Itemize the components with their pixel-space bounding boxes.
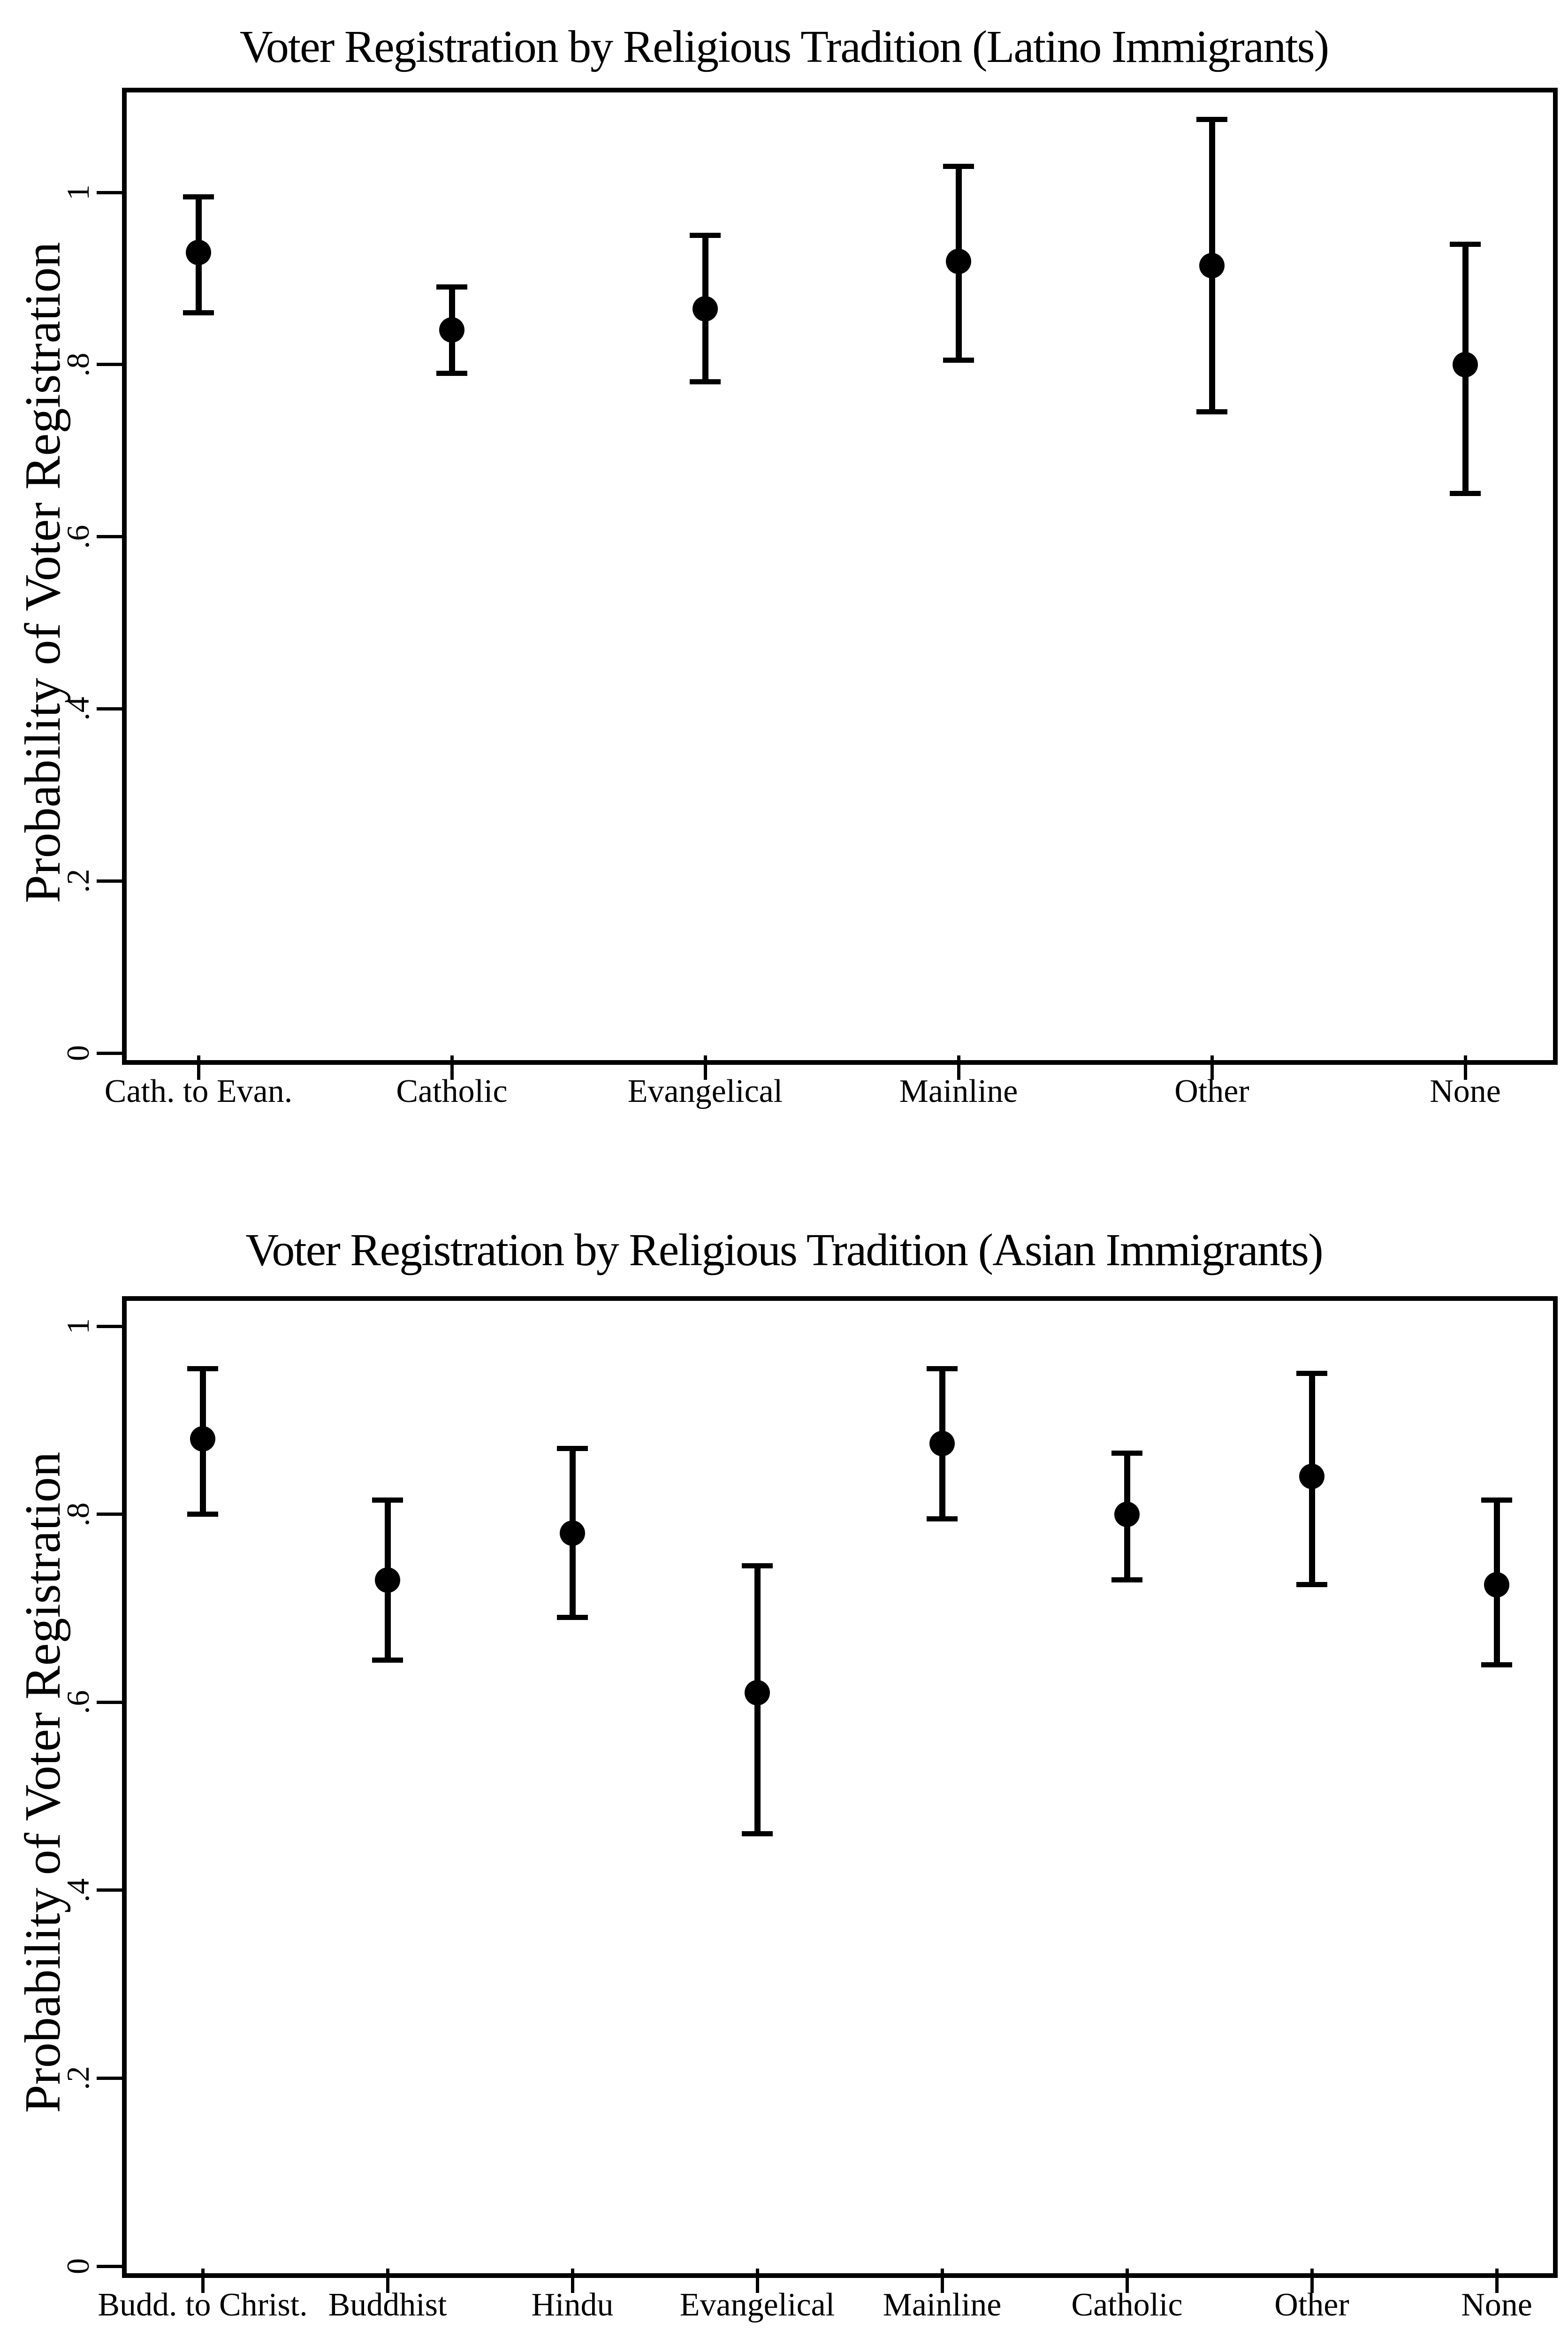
x-axis-tick	[197, 1055, 200, 1080]
x-tick-label: Catholic	[396, 1073, 508, 1109]
ci-cap-bottom	[943, 358, 974, 363]
ci-cap-top	[927, 1366, 958, 1371]
y-axis-tick	[97, 707, 122, 711]
ci-cap-bottom	[1450, 491, 1481, 497]
ci-cap-bottom	[372, 1657, 403, 1663]
ci-cap-bottom	[436, 370, 467, 376]
x-axis-tick	[755, 2269, 759, 2293]
x-tick-label: Other	[1274, 2287, 1349, 2323]
x-tick-label: Mainline	[883, 2287, 1002, 2323]
chart-title: Voter Registration by Religious Traditio…	[239, 22, 1330, 72]
point-estimate-dot	[946, 248, 971, 274]
x-tick-label: Evangelical	[627, 1073, 783, 1109]
ci-cap-top	[690, 233, 721, 238]
x-tick-label: Other	[1174, 1073, 1249, 1109]
point-estimate-dot	[190, 1426, 215, 1452]
y-axis-tick	[97, 2264, 122, 2268]
y-axis-tick	[97, 535, 122, 539]
y-tick-label: .8	[60, 352, 96, 377]
point-estimate-dot	[929, 1431, 955, 1457]
y-tick-label: .2	[60, 2066, 96, 2090]
asian-immigrants-chart: Voter Registration by Religious Traditio…	[0, 1150, 1568, 2338]
x-axis-tick	[1463, 1055, 1467, 1080]
point-estimate-dot	[560, 1520, 585, 1546]
point-estimate-dot	[693, 296, 718, 321]
point-estimate-dot	[1114, 1501, 1140, 1527]
point-estimate-dot	[439, 317, 464, 343]
chart-title: Voter Registration by Religious Traditio…	[245, 1225, 1323, 1276]
y-axis-tick	[97, 1513, 122, 1516]
ci-cap-bottom	[187, 1512, 218, 1517]
y-axis-tick	[97, 1324, 122, 1328]
y-tick-label: .4	[60, 1878, 96, 1902]
plot-area	[122, 1296, 1558, 2278]
point-estimate-dot	[186, 240, 211, 266]
x-tick-label: None	[1461, 2287, 1532, 2323]
latino-immigrants-chart: Voter Registration by Religious Traditio…	[0, 0, 1568, 1150]
y-tick-label: .2	[60, 869, 96, 893]
y-axis-tick	[97, 363, 122, 367]
y-tick-label: .6	[60, 525, 96, 549]
x-tick-label: Budd. to Christ.	[98, 2287, 308, 2323]
ci-cap-top	[1481, 1498, 1512, 1503]
ci-cap-top	[1196, 116, 1227, 122]
ci-cap-bottom	[742, 1831, 773, 1837]
ci-cap-bottom	[1481, 1662, 1512, 1667]
x-axis-tick	[703, 1055, 707, 1080]
ci-cap-top	[557, 1445, 588, 1451]
y-axis-tick	[97, 2076, 122, 2080]
ci-cap-bottom	[927, 1516, 958, 1522]
point-estimate-dot	[1484, 1572, 1509, 1597]
ci-cap-bottom	[183, 310, 214, 316]
x-axis-tick	[1125, 2269, 1129, 2293]
x-tick-label: Catholic	[1071, 2287, 1183, 2323]
y-tick-label: 1	[60, 1318, 96, 1334]
point-estimate-dot	[1299, 1464, 1324, 1490]
y-tick-label: .8	[60, 1502, 96, 1527]
x-axis-tick	[201, 2269, 205, 2293]
y-axis-tick	[97, 879, 122, 883]
x-tick-label: Mainline	[899, 1073, 1018, 1109]
x-axis-tick	[386, 2269, 389, 2293]
y-axis-tick	[97, 191, 122, 194]
ci-cap-bottom	[1196, 409, 1227, 415]
x-axis-tick	[940, 2269, 944, 2293]
ci-cap-top	[1450, 241, 1481, 247]
x-tick-label: Hindu	[531, 2287, 614, 2323]
point-estimate-dot	[375, 1567, 400, 1593]
ci-cap-bottom	[690, 379, 721, 384]
x-axis-tick	[571, 2269, 574, 2293]
x-tick-label: Cath. to Evan.	[104, 1073, 293, 1109]
ci-cap-top	[1296, 1370, 1327, 1376]
y-axis-tick	[97, 1051, 122, 1055]
x-tick-label: Buddhist	[328, 2287, 447, 2323]
ci-cap-top	[943, 164, 974, 169]
y-axis-tick	[97, 1700, 122, 1704]
x-axis-tick	[1310, 2269, 1314, 2293]
point-estimate-dot	[1453, 351, 1478, 377]
ci-cap-bottom	[557, 1615, 588, 1620]
ci-cap-top	[1111, 1450, 1142, 1456]
ci-cap-top	[436, 284, 467, 290]
ci-cap-bottom	[1111, 1577, 1142, 1583]
x-axis-tick	[957, 1055, 960, 1080]
y-tick-label: .4	[60, 696, 96, 721]
ci-cap-top	[183, 194, 214, 199]
x-axis-tick	[450, 1055, 454, 1080]
y-axis-tick	[97, 1888, 122, 1892]
x-tick-label: None	[1430, 1073, 1501, 1109]
x-axis-tick	[1495, 2269, 1499, 2293]
ci-cap-top	[372, 1498, 403, 1503]
x-tick-label: Evangelical	[679, 2287, 835, 2323]
point-estimate-dot	[745, 1680, 770, 1706]
x-axis-tick	[1210, 1055, 1214, 1080]
point-estimate-dot	[1199, 252, 1225, 278]
ci-cap-top	[187, 1366, 218, 1371]
y-tick-label: .6	[60, 1690, 96, 1714]
ci-cap-bottom	[1296, 1582, 1327, 1588]
ci-cap-top	[742, 1563, 773, 1569]
y-tick-label: 1	[60, 184, 96, 200]
plot-area	[122, 88, 1558, 1065]
